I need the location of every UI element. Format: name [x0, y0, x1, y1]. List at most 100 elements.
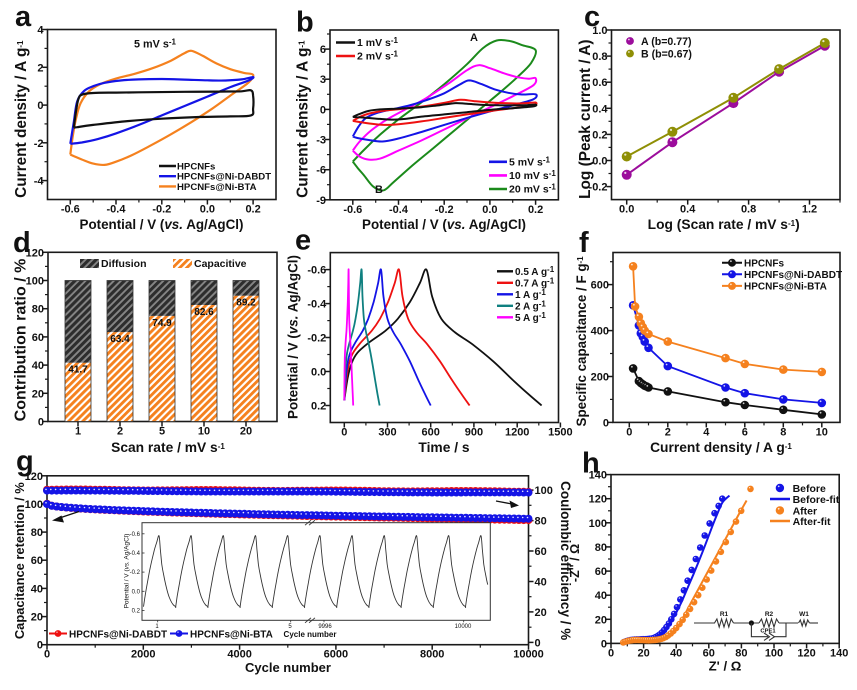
svg-text:A: A: [470, 32, 478, 44]
svg-text:4000: 4000: [227, 649, 251, 661]
svg-text:f: f: [579, 227, 589, 259]
svg-text:6000: 6000: [324, 649, 348, 661]
svg-text:HPCNFs: HPCNFs: [177, 162, 215, 173]
svg-text:74.9: 74.9: [152, 318, 172, 329]
svg-text:0: 0: [37, 100, 43, 112]
svg-text:2: 2: [117, 426, 123, 438]
svg-text:Current density / A g-1: Current density / A g-1: [295, 40, 312, 198]
svg-text:5: 5: [288, 624, 292, 630]
svg-text:-9: -9: [316, 195, 326, 207]
svg-text:Potential / V (vs. Ag/AgCl): Potential / V (vs. Ag/AgCl): [124, 534, 131, 609]
svg-text:0.2: 0.2: [132, 609, 141, 615]
svg-text:140: 140: [589, 470, 607, 482]
svg-text:d: d: [13, 227, 31, 259]
svg-text:2 A g-1: 2 A g-1: [515, 300, 546, 313]
svg-text:0: 0: [341, 427, 347, 439]
svg-text:63.4: 63.4: [110, 334, 130, 345]
svg-text:-0.2: -0.2: [130, 570, 141, 576]
svg-text:-0.6: -0.6: [307, 265, 326, 277]
svg-text:Z' / Ω: Z' / Ω: [709, 659, 742, 674]
svg-text:0.2: 0.2: [311, 401, 326, 413]
svg-text:Current density / A g-1: Current density / A g-1: [13, 40, 30, 198]
svg-text:60: 60: [32, 332, 44, 344]
svg-text:120: 120: [797, 647, 815, 659]
svg-text:0.6: 0.6: [592, 77, 607, 89]
svg-text:0.2: 0.2: [528, 204, 543, 216]
svg-text:Log (Peak current / A): Log (Peak current / A): [577, 40, 594, 199]
svg-text:0: 0: [608, 647, 614, 659]
svg-text:Diffusion: Diffusion: [101, 258, 147, 270]
svg-text:R1: R1: [720, 611, 729, 618]
svg-text:6: 6: [320, 44, 326, 56]
svg-text:-0.6: -0.6: [61, 204, 80, 216]
svg-text:-0.4: -0.4: [130, 551, 141, 557]
svg-text:0.7 A g-1: 0.7 A g-1: [515, 277, 555, 290]
svg-text:10000: 10000: [455, 624, 472, 630]
svg-text:B (b=0.67): B (b=0.67): [641, 49, 692, 61]
svg-text:-0.4: -0.4: [389, 204, 409, 216]
svg-text:80: 80: [32, 304, 44, 316]
svg-text:-0.2: -0.2: [435, 204, 454, 216]
svg-text:Coulombic efficiency / %: Coulombic efficiency / %: [558, 481, 573, 640]
svg-text:Potential / V (vs. Ag/AgCl): Potential / V (vs. Ag/AgCl): [362, 217, 526, 232]
svg-text:1.0: 1.0: [592, 25, 607, 37]
svg-text:1 mV s-1: 1 mV s-1: [357, 36, 399, 49]
svg-text:8000: 8000: [420, 649, 444, 661]
svg-text:20: 20: [32, 388, 44, 400]
svg-text:Capacitive: Capacitive: [194, 258, 247, 270]
svg-text:HPCNFs@Ni-DABDT: HPCNFs@Ni-DABDT: [744, 270, 842, 281]
svg-text:0.4: 0.4: [592, 103, 608, 115]
svg-text:0: 0: [626, 426, 632, 438]
svg-text:0: 0: [38, 417, 44, 429]
svg-text:20: 20: [637, 647, 649, 659]
svg-text:41.7: 41.7: [68, 365, 88, 376]
svg-text:0.0: 0.0: [311, 367, 326, 379]
svg-text:-2: -2: [34, 138, 44, 150]
svg-text:2 mV s-1: 2 mV s-1: [357, 50, 399, 63]
svg-text:0: 0: [603, 417, 609, 429]
svg-text:1.2: 1.2: [802, 204, 817, 216]
svg-text:20: 20: [31, 612, 43, 624]
svg-text:900: 900: [465, 427, 483, 439]
svg-text:Potential / V (vs. Ag/AgCl): Potential / V (vs. Ag/AgCl): [80, 217, 244, 232]
svg-text:5: 5: [159, 426, 165, 438]
svg-text:0: 0: [601, 638, 607, 650]
svg-text:Before-fit: Before-fit: [793, 494, 840, 506]
svg-text:g: g: [16, 446, 34, 478]
svg-text:-0.2: -0.2: [152, 204, 171, 216]
svg-text:1500: 1500: [548, 427, 572, 439]
svg-text:HPCNFs@Ni-BTA: HPCNFs@Ni-BTA: [744, 282, 827, 293]
svg-text:5 mV s-1: 5 mV s-1: [509, 156, 551, 169]
svg-text:After-fit: After-fit: [793, 516, 831, 528]
svg-text:Potential / V (vs. Ag/AgCl): Potential / V (vs. Ag/AgCl): [286, 255, 301, 419]
svg-text:Capacitance retention / %: Capacitance retention / %: [12, 482, 27, 639]
svg-text:60: 60: [703, 647, 715, 659]
svg-text:-0.6: -0.6: [130, 532, 141, 538]
svg-text:60: 60: [595, 566, 607, 578]
svg-text:120: 120: [25, 471, 43, 483]
svg-text:8: 8: [780, 426, 786, 438]
svg-text:100: 100: [25, 499, 43, 511]
svg-text:10: 10: [816, 426, 828, 438]
svg-text:After: After: [793, 505, 818, 517]
svg-text:5 mV s-1: 5 mV s-1: [134, 38, 176, 51]
svg-text:40: 40: [595, 590, 607, 602]
svg-text:10000: 10000: [513, 649, 544, 661]
svg-text:600: 600: [422, 427, 440, 439]
svg-text:-Z'' / Ω: -Z'' / Ω: [568, 544, 582, 582]
svg-text:60: 60: [535, 546, 547, 558]
svg-text:40: 40: [31, 583, 43, 595]
svg-text:Current density / A g-1: Current density / A g-1: [650, 440, 792, 455]
svg-text:B: B: [375, 184, 383, 196]
svg-text:20: 20: [595, 614, 607, 626]
svg-text:HPCNFs@Ni-DABDT: HPCNFs@Ni-DABDT: [69, 630, 167, 641]
svg-text:Specific capacitance / F g-1: Specific capacitance / F g-1: [574, 256, 589, 427]
svg-text:0.5 A g-1: 0.5 A g-1: [515, 265, 555, 278]
svg-text:a: a: [15, 1, 32, 33]
svg-text:-0.4: -0.4: [107, 204, 127, 216]
svg-text:10 mV s-1: 10 mV s-1: [509, 169, 556, 182]
svg-text:0.8: 0.8: [741, 204, 756, 216]
svg-text:10: 10: [198, 426, 210, 438]
svg-text:80: 80: [31, 527, 43, 539]
svg-text:HPCNFs: HPCNFs: [744, 258, 784, 269]
